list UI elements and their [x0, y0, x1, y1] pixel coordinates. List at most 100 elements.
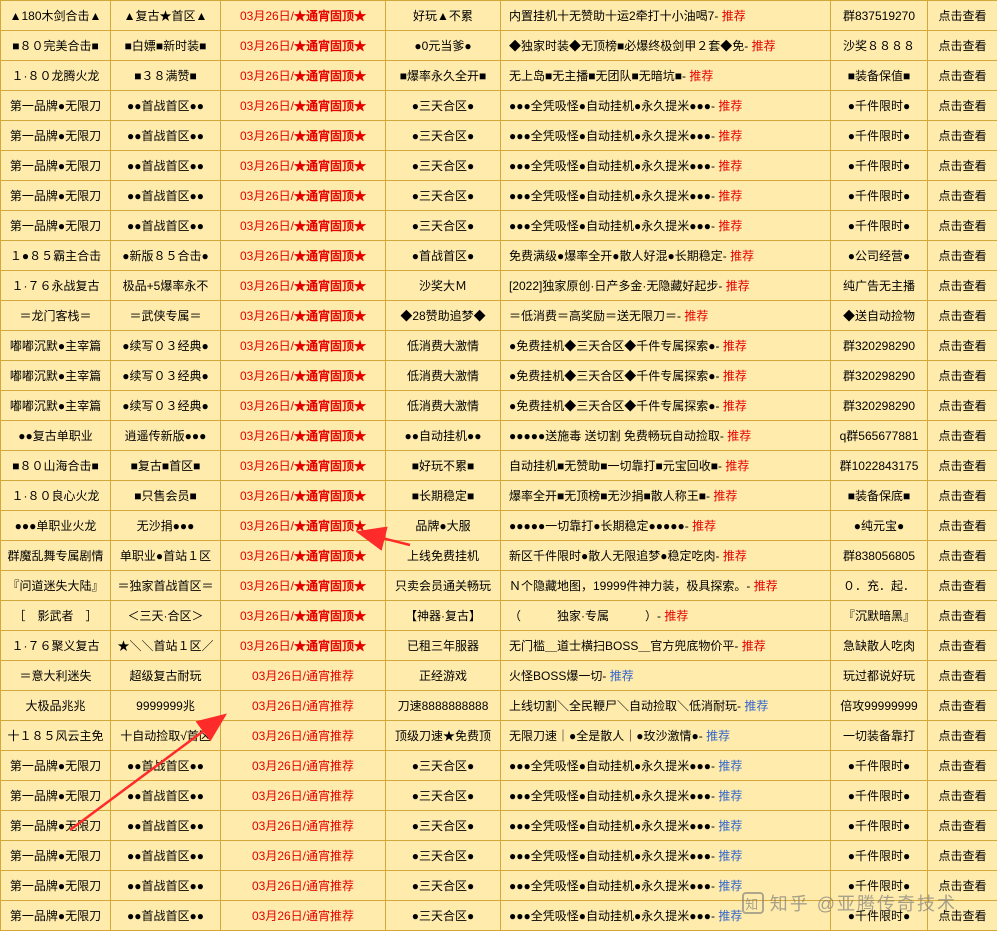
description-text: ●免费挂机◆三天合区◆千件专属探索●- — [509, 399, 720, 413]
col-title[interactable]: ［ 影武者 ］ — [1, 601, 111, 631]
col-title[interactable]: 『问道迷失大陆』 — [1, 571, 111, 601]
col-contact: 倍攻99999999 — [831, 691, 928, 721]
col-title[interactable]: 第一品牌●无限刀 — [1, 841, 111, 871]
col-feature: ■长期稳定■ — [386, 481, 501, 511]
view-link[interactable]: 点击查看 — [928, 511, 997, 541]
col-title[interactable]: 十１８５风云主免 — [1, 721, 111, 751]
recommend-badge: 推荐 — [706, 729, 730, 743]
col-title[interactable]: 大极品兆兆 — [1, 691, 111, 721]
col-contact: ■装备保值■ — [831, 61, 928, 91]
view-link[interactable]: 点击查看 — [928, 841, 997, 871]
view-link[interactable]: 点击查看 — [928, 751, 997, 781]
col-date-tag: 03月26日/★通宵固顶★ — [221, 211, 386, 241]
col-title[interactable]: １·８０良心火龙 — [1, 481, 111, 511]
view-link[interactable]: 点击查看 — [928, 361, 997, 391]
table-row: １·７６永战复古极品+5爆率永不03月26日/★通宵固顶★沙奖大Ｍ[2022]独… — [1, 271, 997, 301]
description-text: ＝低消费＝高奖励＝送无限刀＝- — [509, 309, 681, 323]
col-contact: ●千件限时● — [831, 151, 928, 181]
col-title[interactable]: ■８０山海合击■ — [1, 451, 111, 481]
col-feature: 【神器·复古】 — [386, 601, 501, 631]
col-zone: ●●首战首区●● — [111, 811, 221, 841]
col-description: 火怪BOSS爆一切- 推荐 — [501, 661, 831, 691]
table-row: ■８０完美合击■■白嫖■新时装■03月26日/★通宵固顶★●0元当爹●◆独家时装… — [1, 31, 997, 61]
col-date-tag: 03月26日/★通宵固顶★ — [221, 571, 386, 601]
view-link[interactable]: 点击查看 — [928, 451, 997, 481]
col-contact: 群837519270 — [831, 1, 928, 31]
col-title[interactable]: １·７６聚义复古 — [1, 631, 111, 661]
col-title[interactable]: ●●●单职业火龙 — [1, 511, 111, 541]
col-title[interactable]: 第一品牌●无限刀 — [1, 181, 111, 211]
view-link[interactable]: 点击查看 — [928, 241, 997, 271]
view-link[interactable]: 点击查看 — [928, 271, 997, 301]
col-zone: 逍遥传新版●●● — [111, 421, 221, 451]
view-link[interactable]: 点击查看 — [928, 391, 997, 421]
col-title[interactable]: 第一品牌●无限刀 — [1, 151, 111, 181]
view-link[interactable]: 点击查看 — [928, 31, 997, 61]
col-contact: ●千件限时● — [831, 781, 928, 811]
col-title[interactable]: 第一品牌●无限刀 — [1, 781, 111, 811]
table-row: １·７６聚义复古★＼＼首站１区／03月26日/★通宵固顶★已租三年服器无门槛＿道… — [1, 631, 997, 661]
col-description: Ｎ个隐藏地图，19999件神力装，极具探索。- 推荐 — [501, 571, 831, 601]
col-description: ●●●全凭吸怪●自动挂机●永久提米●●●- 推荐 — [501, 811, 831, 841]
view-link[interactable]: 点击查看 — [928, 571, 997, 601]
recommend-badge: 推荐 — [722, 9, 746, 23]
col-title[interactable]: １●８５霸主合击 — [1, 241, 111, 271]
col-zone: ●续写０３经典● — [111, 391, 221, 421]
view-link[interactable]: 点击查看 — [928, 181, 997, 211]
col-contact: 一切装备靠打 — [831, 721, 928, 751]
col-title[interactable]: 第一品牌●无限刀 — [1, 901, 111, 931]
col-description: ●●●全凭吸怪●自动挂机●永久提米●●●- 推荐 — [501, 841, 831, 871]
col-title[interactable]: 第一品牌●无限刀 — [1, 91, 111, 121]
col-title[interactable]: １·８０龙腾火龙 — [1, 61, 111, 91]
view-link[interactable]: 点击查看 — [928, 1, 997, 31]
col-title[interactable]: ■８０完美合击■ — [1, 31, 111, 61]
col-title[interactable]: 群魔乱舞专属剧情 — [1, 541, 111, 571]
col-title[interactable]: 嘟嘟沉默●主宰篇 — [1, 391, 111, 421]
view-link[interactable]: 点击查看 — [928, 721, 997, 751]
view-link[interactable]: 点击查看 — [928, 61, 997, 91]
view-link[interactable]: 点击查看 — [928, 421, 997, 451]
priority-tag: ★通宵固顶★ — [294, 369, 366, 383]
col-feature: ●三天合区● — [386, 181, 501, 211]
date-label: 03月26日 — [240, 69, 291, 83]
col-title[interactable]: 第一品牌●无限刀 — [1, 811, 111, 841]
col-title[interactable]: ＝意大利迷失 — [1, 661, 111, 691]
view-link[interactable]: 点击查看 — [928, 871, 997, 901]
date-label: 03月26日 — [252, 669, 303, 683]
col-title[interactable]: ●●复古单职业 — [1, 421, 111, 451]
view-link[interactable]: 点击查看 — [928, 121, 997, 151]
view-link[interactable]: 点击查看 — [928, 901, 997, 931]
col-zone: ■复古■首区■ — [111, 451, 221, 481]
col-title[interactable]: 第一品牌●无限刀 — [1, 751, 111, 781]
col-title[interactable]: 嘟嘟沉默●主宰篇 — [1, 361, 111, 391]
view-link[interactable]: 点击查看 — [928, 631, 997, 661]
col-title[interactable]: ＝龙门客栈＝ — [1, 301, 111, 331]
priority-tag: ★通宵固顶★ — [294, 129, 366, 143]
description-text: 内置挂机十无赞助十运2牵打十小油喝7- — [509, 9, 718, 23]
col-title[interactable]: １·７６永战复古 — [1, 271, 111, 301]
view-link[interactable]: 点击查看 — [928, 661, 997, 691]
date-label: 03月26日 — [240, 429, 291, 443]
view-link[interactable]: 点击查看 — [928, 151, 997, 181]
view-link[interactable]: 点击查看 — [928, 691, 997, 721]
view-link[interactable]: 点击查看 — [928, 91, 997, 121]
col-title[interactable]: 第一品牌●无限刀 — [1, 871, 111, 901]
view-link[interactable]: 点击查看 — [928, 211, 997, 241]
view-link[interactable]: 点击查看 — [928, 541, 997, 571]
col-title[interactable]: 第一品牌●无限刀 — [1, 121, 111, 151]
date-label: 03月26日 — [240, 309, 291, 323]
col-title[interactable]: ▲180木剑合击▲ — [1, 1, 111, 31]
col-zone: ●新版８５合击● — [111, 241, 221, 271]
view-link[interactable]: 点击查看 — [928, 301, 997, 331]
view-link[interactable]: 点击查看 — [928, 601, 997, 631]
col-zone: 单职业●首站１区 — [111, 541, 221, 571]
col-title[interactable]: 嘟嘟沉默●主宰篇 — [1, 331, 111, 361]
col-description: 免费满级●爆率全开●散人好混●长期稳定- 推荐 — [501, 241, 831, 271]
col-feature: 低消费大激情 — [386, 331, 501, 361]
col-zone: ●●首战首区●● — [111, 151, 221, 181]
view-link[interactable]: 点击查看 — [928, 481, 997, 511]
view-link[interactable]: 点击查看 — [928, 781, 997, 811]
view-link[interactable]: 点击查看 — [928, 811, 997, 841]
view-link[interactable]: 点击查看 — [928, 331, 997, 361]
col-title[interactable]: 第一品牌●无限刀 — [1, 211, 111, 241]
